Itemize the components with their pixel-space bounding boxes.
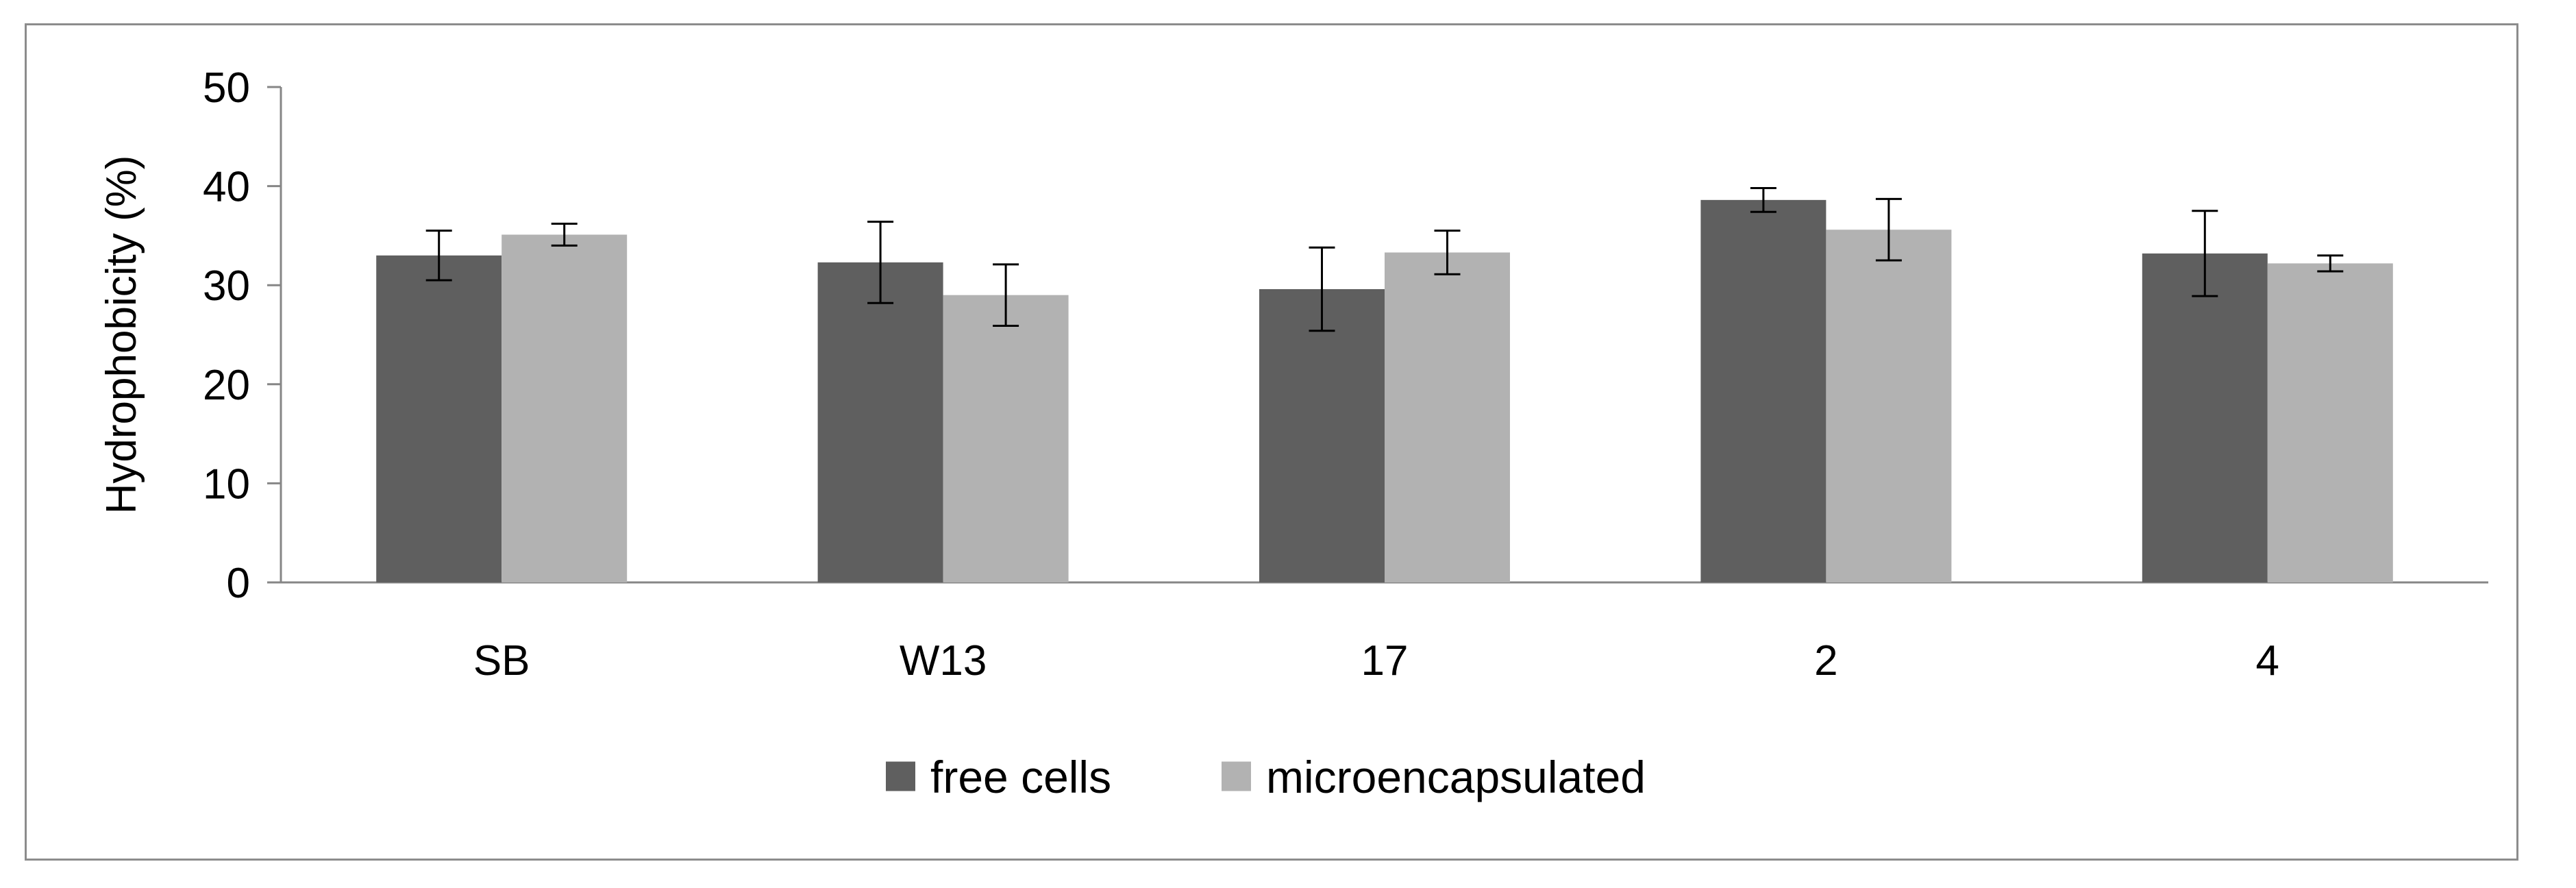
error-bar (1875, 197, 1902, 262)
error-bar (2317, 254, 2344, 273)
error-bar (425, 230, 452, 282)
error-bar (1750, 186, 1776, 213)
bar-microencapsulated-17 (1385, 252, 1510, 582)
legend: free cells microencapsulated (886, 752, 1646, 802)
y-tick-label: 40 (203, 164, 250, 211)
error-bar (993, 263, 1019, 327)
bar-free-cells-W13 (817, 262, 943, 582)
y-tick-label: 50 (203, 64, 250, 112)
legend-swatch-microencapsulated (1222, 761, 1251, 791)
y-tick-label: 20 (203, 362, 250, 409)
y-axis-title: Hydrophobicity (%) (98, 156, 145, 515)
x-tick-label: SB (473, 637, 530, 684)
y-axis: 0 10 20 30 40 50 (203, 64, 282, 607)
bar-free-cells-SB (376, 255, 502, 582)
bar-free-cells-4 (2142, 253, 2268, 582)
x-tick-label: 17 (1361, 637, 1409, 684)
x-tick-label: 4 (2256, 637, 2279, 684)
y-tick-label: 30 (203, 262, 250, 310)
y-tick-label: 0 (227, 560, 250, 607)
legend-swatch-free-cells (886, 761, 915, 791)
legend-label-microencapsulated: microencapsulated (1266, 752, 1646, 802)
bar-microencapsulated-4 (2267, 263, 2393, 582)
error-bar (1309, 246, 1335, 332)
error-bar (867, 221, 894, 304)
bars-group (376, 199, 2393, 582)
bar-free-cells-17 (1259, 288, 1385, 582)
legend-label-free-cells: free cells (930, 752, 1111, 802)
bar-microencapsulated-SB (501, 234, 628, 582)
error-bar (1434, 230, 1461, 275)
error-bar (551, 223, 578, 247)
bar-microencapsulated-W13 (943, 295, 1069, 582)
error-bars-group (425, 186, 2344, 332)
x-tick-label: W13 (900, 637, 987, 684)
y-tick-label: 10 (203, 460, 250, 508)
x-axis: SB W13 17 2 4 (281, 581, 2488, 684)
error-bar (2192, 210, 2218, 297)
bar-microencapsulated-2 (1826, 230, 1952, 582)
x-tick-label: 2 (1814, 637, 1837, 684)
bar-free-cells-2 (1700, 199, 1826, 582)
